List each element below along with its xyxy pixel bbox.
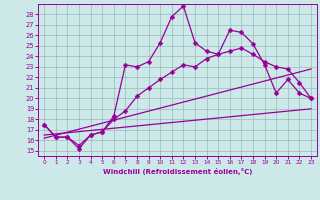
X-axis label: Windchill (Refroidissement éolien,°C): Windchill (Refroidissement éolien,°C): [103, 168, 252, 175]
